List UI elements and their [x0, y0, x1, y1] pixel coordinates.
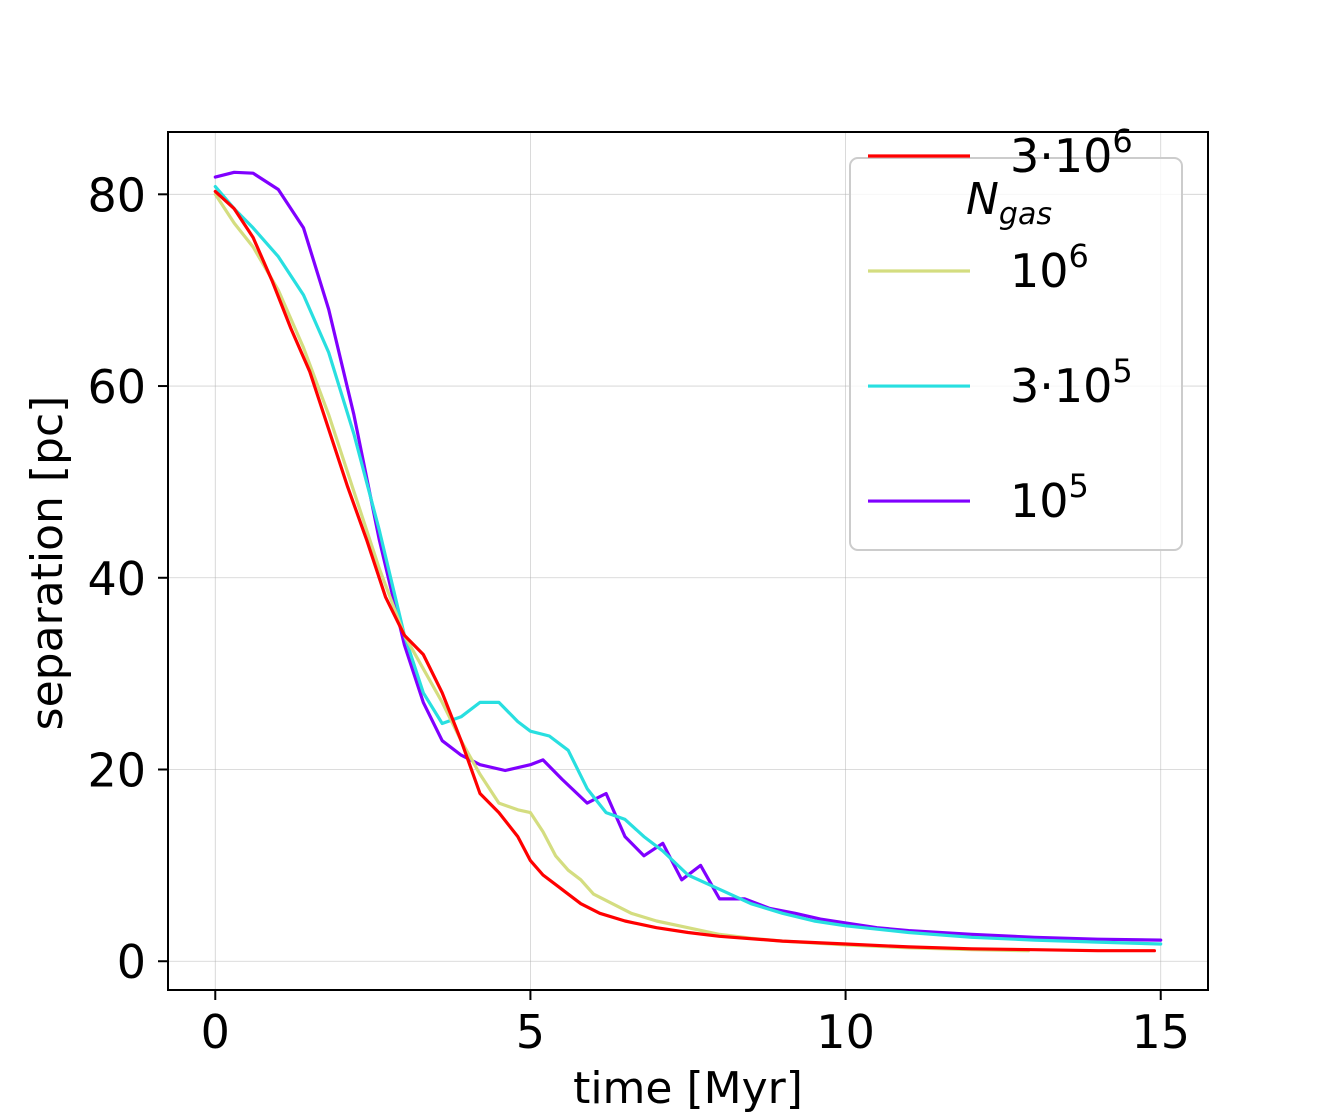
legend-title-main: N: [966, 174, 999, 225]
legend-label: 105: [1010, 467, 1089, 528]
y-tick-label: 20: [87, 744, 146, 798]
legend-label: 3·105: [1010, 352, 1133, 413]
y-tick-label: 40: [87, 552, 146, 606]
x-tick-label: 10: [816, 1005, 875, 1059]
series-line-3·10^6: [213, 189, 1157, 953]
y-axis-label: separation [pc]: [22, 396, 73, 731]
x-tick-label: 0: [201, 1005, 230, 1059]
plot-frame: [167, 131, 1209, 991]
series-lines: [213, 170, 1163, 953]
y-tick-label: 80: [87, 168, 146, 222]
x-axis-label: time [Myr]: [573, 1063, 803, 1112]
axis-ticks: 0 5 10 15 0 20 40 60 80: [87, 168, 1190, 1059]
y-tick-label: 0: [117, 935, 146, 989]
legend-label: 3·106: [1010, 122, 1133, 183]
x-tick-label: 15: [1131, 1005, 1190, 1059]
legend: Ngas 105 3·105 106 3·106: [849, 122, 1183, 551]
legend-label: 106: [1010, 237, 1089, 298]
series-line-3·10^5: [213, 185, 1163, 946]
legend-title: Ngas: [966, 174, 1052, 232]
legend-box: [849, 157, 1183, 551]
y-tick-label: 60: [87, 360, 146, 414]
x-tick-label: 5: [516, 1005, 545, 1059]
legend-title-sub: gas: [999, 197, 1052, 232]
